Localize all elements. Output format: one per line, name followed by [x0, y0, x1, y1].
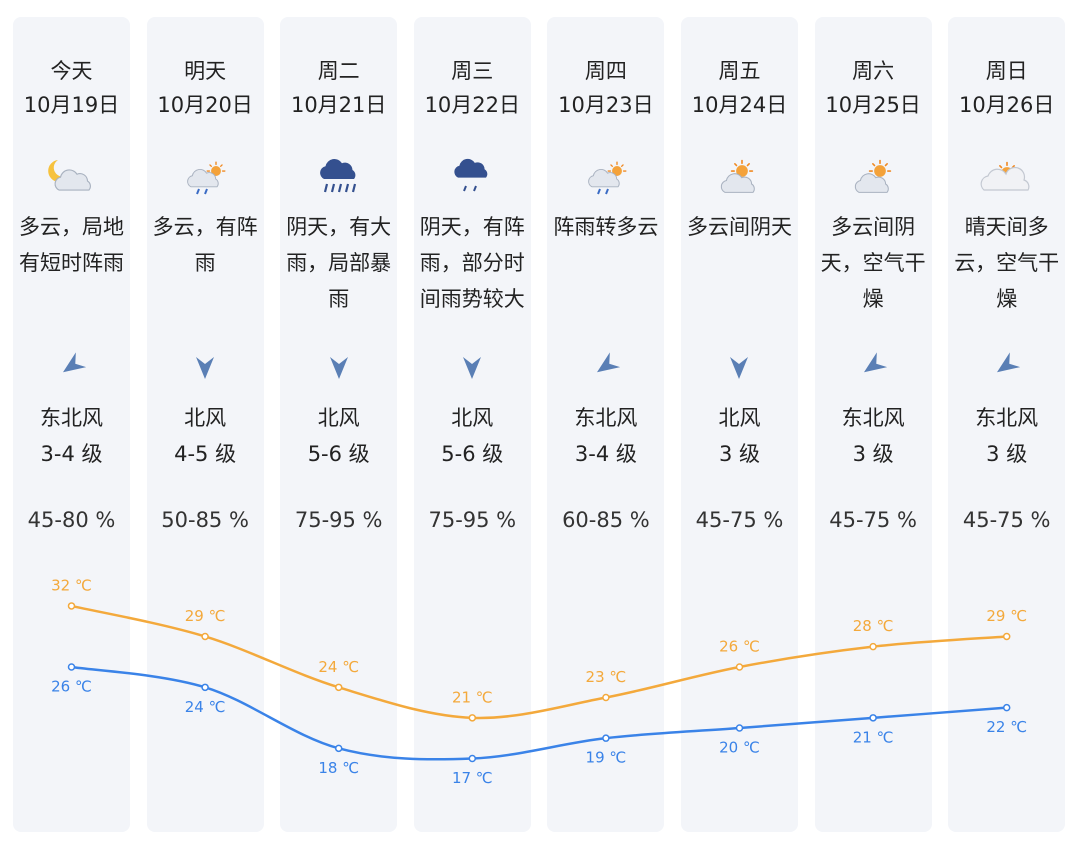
day-text: 明天	[184, 59, 227, 83]
day-text: 周三	[451, 59, 494, 83]
level-text: 3-4 级	[40, 442, 103, 466]
level-text: 3 级	[718, 442, 761, 466]
wind-text: 北风	[184, 406, 227, 430]
weather-text: 晴天间多云，空气干燥	[954, 215, 1060, 311]
day-text: 周二	[317, 59, 360, 83]
hum-text: 45-75 %	[962, 508, 1051, 532]
weather-text: 阵雨转多云	[553, 215, 659, 239]
date-text: 10月25日	[825, 93, 921, 117]
date-text: 10月23日	[558, 93, 654, 117]
weather-text: 多云，局地有短时阵雨	[19, 215, 124, 275]
level-text: 3 级	[986, 442, 1028, 466]
day-column: 周四 10月23日 阵雨转多云东北风 3-4 级 60-85 %	[547, 17, 665, 832]
hum-text: 50-85 %	[161, 508, 249, 532]
hum-text: 45-75 %	[829, 508, 917, 532]
day-column: 周日 10月26日晴天间多云，空气干燥东北风 3 级 45-75 %	[948, 17, 1066, 832]
hum-text: 45-75 %	[695, 508, 784, 532]
wind-text: 东北风	[975, 406, 1039, 430]
level-text: 4-5 级	[174, 442, 237, 466]
weather-text: 阴天，有阵雨，部分时间雨势较大	[419, 215, 525, 311]
weather-text: 多云间阴天	[687, 215, 792, 239]
day-text: 周六	[852, 59, 895, 83]
wind-text: 东北风	[40, 406, 103, 430]
wind-text: 北风	[317, 406, 360, 430]
hum-text: 45-80 %	[27, 508, 116, 532]
wind-text: 东北风	[841, 406, 905, 430]
date-text: 10月24日	[691, 93, 788, 117]
hum-text: 75-95 %	[428, 508, 517, 532]
weather-text: 阴天，有大雨，局部暴雨	[286, 215, 392, 311]
level-text: 5-6 级	[441, 442, 504, 466]
day-text: 周四	[584, 59, 627, 83]
day-column: 周二 10月21日阴天，有大雨，局部暴雨北风 5-6 级 75-95 %	[280, 17, 398, 832]
level-text: 3-4 级	[574, 442, 637, 466]
day-column: 明天 10月20日多云，有阵雨北风 4-5 级 50-85 %	[146, 17, 264, 832]
day-column: 周六 10月25日多云间阴天，空气干燥东北风 3 级 45-75 %	[814, 17, 932, 832]
hum-text: 60-85 %	[562, 508, 650, 532]
day-text: 周五	[718, 59, 761, 83]
day-column: 今天 10月19日多云，局地有短时阵雨东北风 3-4 级 45-80 %	[13, 17, 130, 832]
wind-text: 北风	[451, 406, 494, 430]
level-text: 3 级	[852, 442, 894, 466]
day-text: 周日	[985, 59, 1028, 83]
weather-text: 多云，有阵雨	[152, 215, 258, 275]
day-column: 周五 10月24日 多云间阴天北风 3 级 45-75 %	[681, 17, 798, 832]
wind-text: 北风	[718, 406, 761, 430]
date-text: 10月26日	[958, 93, 1055, 117]
wind-text: 东北风	[574, 406, 638, 430]
weather-text: 多云间阴天，空气干燥	[820, 215, 926, 311]
day-column: 周三 10月22日阴天，有阵雨，部分时间雨势较大北风 5-6 级 75-95 %	[413, 17, 531, 832]
date-text: 10月21日	[290, 93, 387, 117]
level-text: 5-6 级	[307, 442, 370, 466]
hum-text: 75-95 %	[294, 508, 383, 532]
date-text: 10月22日	[424, 93, 521, 117]
date-text: 10月19日	[23, 93, 120, 117]
date-text: 10月20日	[157, 93, 253, 117]
day-text: 今天	[50, 59, 93, 83]
